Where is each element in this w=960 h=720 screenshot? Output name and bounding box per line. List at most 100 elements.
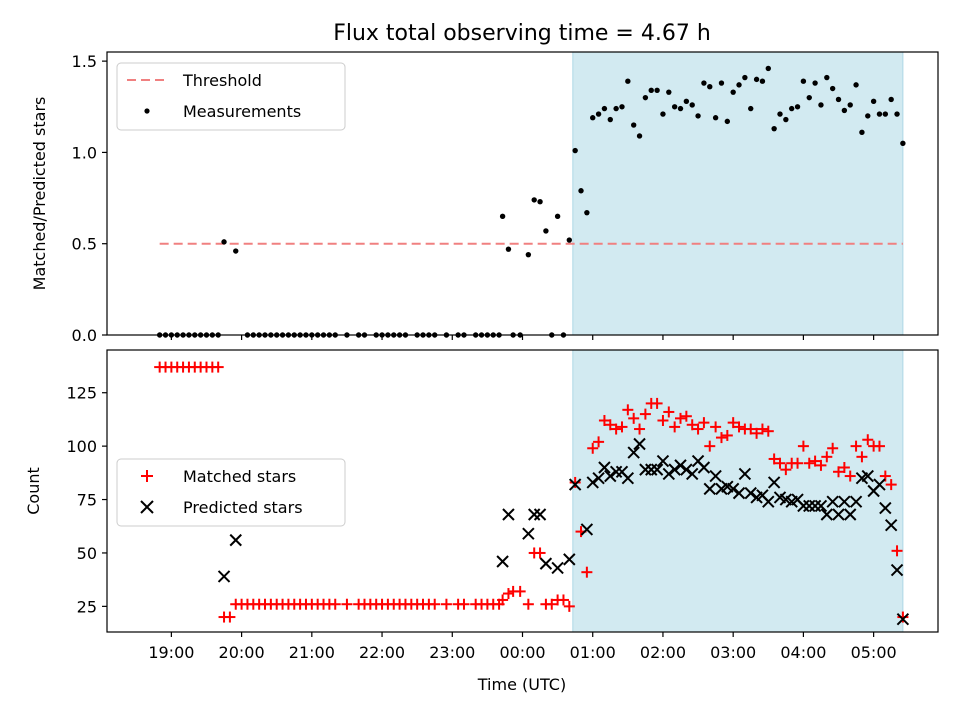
measurement-point: [566, 237, 573, 243]
measurement-point: [894, 111, 900, 117]
measurement-point: [642, 94, 649, 101]
x-tick-label: 01:00: [570, 643, 616, 662]
matched-star-point: [850, 440, 862, 452]
matched-star-point: [534, 547, 546, 559]
top-x-axis-ticks: [170, 335, 875, 340]
predicted-star-point: [732, 486, 746, 500]
matched-star-point: [704, 440, 716, 452]
predicted-star-point: [598, 461, 611, 474]
matched-star-point: [727, 417, 739, 429]
bottom-axes-frame: [106, 349, 939, 633]
x-tick-label: 04:00: [780, 643, 826, 662]
x-axis-label: Time (UTC): [477, 675, 566, 694]
matched-star-point: [557, 594, 569, 606]
matched-star-point: [587, 442, 599, 454]
predicted-star-point: [533, 508, 547, 521]
matched-star-point: [797, 440, 809, 452]
top-panel: 0.0 0.5 1.0 1.5 Matched/Predicted stars Thr…: [30, 51, 939, 345]
legend-measurements-label: Measurements: [183, 102, 301, 121]
predicted-star-point: [580, 523, 594, 536]
matched-star-point: [563, 600, 575, 612]
measurement-point: [759, 78, 766, 84]
top-y-tick-label: 0.0: [72, 326, 97, 345]
matched-star-point: [686, 419, 698, 431]
measurement-point: [888, 96, 894, 103]
predicted-star-point: [884, 518, 898, 532]
measurement-point: [730, 89, 736, 95]
predicted-star-point: [592, 471, 605, 485]
matched-star-point: [838, 462, 850, 473]
predicted-star-point: [697, 461, 711, 474]
measurement-point: [859, 129, 865, 136]
measurement-point: [595, 111, 602, 117]
predicted-star-point: [627, 446, 640, 459]
matched-star-point: [522, 598, 534, 610]
matched-star-point: [610, 423, 622, 435]
bottom-y-tick-label: 75: [77, 491, 97, 510]
predicted-star-point: [873, 478, 886, 491]
predicted-star-point: [502, 508, 515, 521]
matched-star-point: [710, 421, 722, 433]
measurement-point: [666, 89, 672, 95]
predicted-star-point: [633, 437, 646, 451]
measurement-point: [671, 104, 678, 110]
measurement-point: [829, 85, 836, 92]
predicted-star-point: [639, 463, 652, 476]
measurement-point: [765, 65, 771, 72]
predicted-star-point: [539, 557, 553, 570]
matched-star-point: [891, 545, 903, 557]
measurement-point: [543, 228, 549, 234]
matched-star-point: [733, 421, 745, 433]
bottom-y-tick-label: 125: [66, 384, 97, 403]
predicted-star-point: [496, 555, 509, 568]
legend-predicted-swatch: [140, 500, 154, 514]
predicted-star-point: [879, 501, 892, 515]
matched-star-point: [692, 423, 704, 435]
matched-star-point: [774, 457, 786, 469]
measurement-point: [882, 111, 889, 117]
bottom-y-tick-label: 50: [77, 544, 97, 563]
measurement-point: [771, 125, 777, 132]
measurement-point: [554, 213, 561, 220]
matched-star-point: [745, 423, 757, 435]
measurement-point: [590, 115, 596, 121]
measurement-point: [742, 74, 748, 81]
measurement-point: [537, 199, 543, 205]
measurement-point: [505, 246, 512, 252]
matched-star-point: [440, 598, 452, 610]
measurement-point: [221, 239, 227, 245]
bottom-panel: 25 50 75 100 125 19:00 20:00 21:00 22:00 23:00 00…: [24, 349, 939, 694]
measurement-point: [695, 113, 701, 119]
measurement-point: [660, 111, 666, 117]
measurement-point: [648, 87, 654, 94]
matched-star-point: [622, 404, 634, 416]
measurement-point: [531, 197, 537, 203]
matched-star-point: [669, 421, 681, 433]
top-y-tick-label: 0.5: [72, 235, 97, 254]
x-tick-label: 20:00: [219, 643, 265, 662]
matched-star-point: [604, 419, 616, 431]
matched-stars-series: [154, 361, 909, 623]
measurement-point: [707, 83, 713, 90]
predicted-star-point: [674, 459, 687, 472]
predicted-star-point: [738, 467, 752, 481]
matched-star-point: [844, 470, 856, 482]
predicted-star-point: [604, 469, 617, 483]
predicted-stars-series: [217, 437, 910, 626]
measurement-point: [677, 105, 684, 112]
measurement-point: [601, 105, 608, 112]
predicted-star-point: [656, 454, 670, 468]
bottom-x-axis-ticks: 19:00 20:00 21:00 22:00 23:00 00:00 01:00 02:00…: [148, 632, 897, 662]
matched-star-point: [502, 588, 514, 600]
measurement-point: [499, 213, 506, 220]
predicted-star-point: [650, 463, 664, 476]
predicted-star-point: [709, 469, 722, 483]
measurement-point: [607, 116, 613, 123]
legend-matched-label: Matched stars: [183, 467, 296, 486]
bottom-y-axis-ticks: 25 50 75 100 125: [66, 384, 107, 616]
measurement-point: [712, 115, 719, 121]
matched-star-point: [762, 425, 774, 437]
predicted-star-point: [668, 463, 681, 476]
x-tick-label: 03:00: [710, 643, 756, 662]
measurement-point: [824, 74, 830, 81]
